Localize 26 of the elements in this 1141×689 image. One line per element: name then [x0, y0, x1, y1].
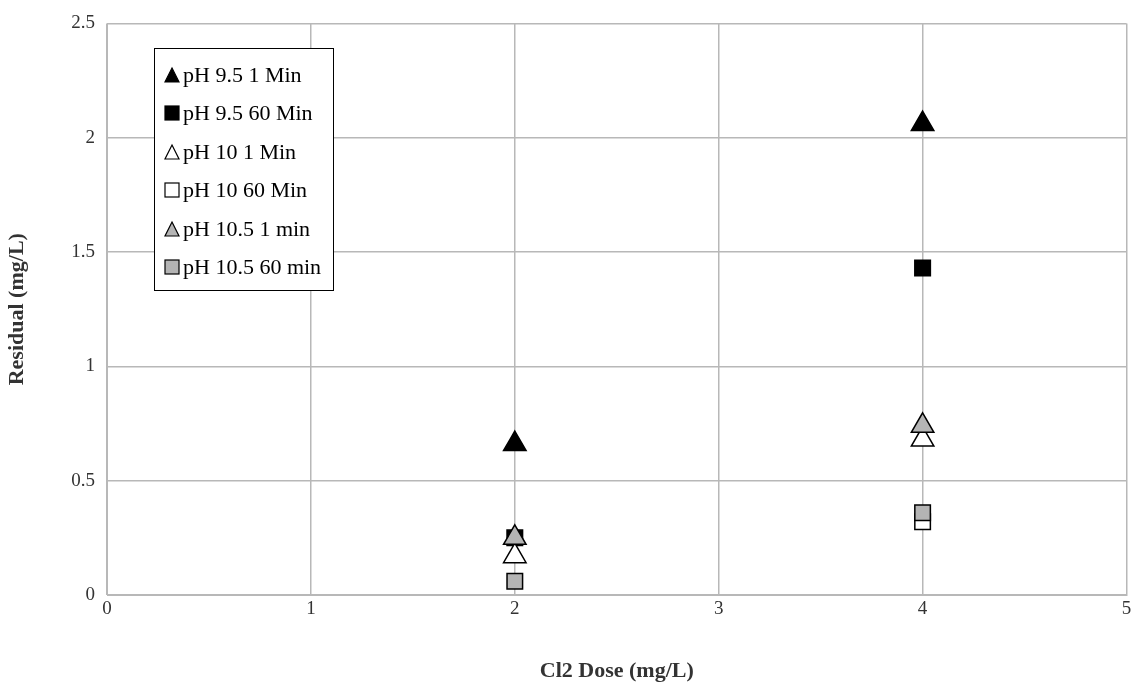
y-tick-label: 0 — [85, 582, 95, 604]
x-tick-label: 4 — [917, 597, 928, 619]
legend-label: pH 10 1 Min — [183, 138, 297, 165]
y-tick-label: 2 — [85, 125, 95, 147]
x-tick-label: 0 — [102, 597, 112, 619]
legend-label: pH 10 60 Min — [183, 177, 308, 204]
y-tick-label: 0.5 — [71, 468, 95, 490]
point — [506, 572, 524, 590]
y-axis-title: Residual (mg/L) — [2, 233, 28, 386]
legend-label: pH 9.5 1 Min — [183, 61, 302, 88]
point — [502, 430, 527, 452]
point — [910, 110, 935, 132]
y-tick-label: 1 — [85, 354, 95, 376]
x-tick-label: 2 — [510, 597, 520, 619]
point — [914, 504, 932, 522]
x-tick-label: 1 — [306, 597, 316, 619]
y-tick-label: 1.5 — [71, 240, 95, 262]
x-tick-label: 5 — [1121, 597, 1132, 619]
point — [502, 524, 527, 546]
y-tick-label: 2.5 — [71, 11, 95, 33]
point — [910, 412, 935, 434]
legend-label: pH 9.5 60 Min — [183, 100, 313, 127]
x-axis-title: Cl2 Dose (mg/L) — [539, 657, 694, 683]
x-tick-label: 3 — [713, 597, 724, 619]
legend-label: pH 10.5 1 min — [183, 215, 311, 242]
legend-label: pH 10.5 60 min — [183, 254, 322, 281]
